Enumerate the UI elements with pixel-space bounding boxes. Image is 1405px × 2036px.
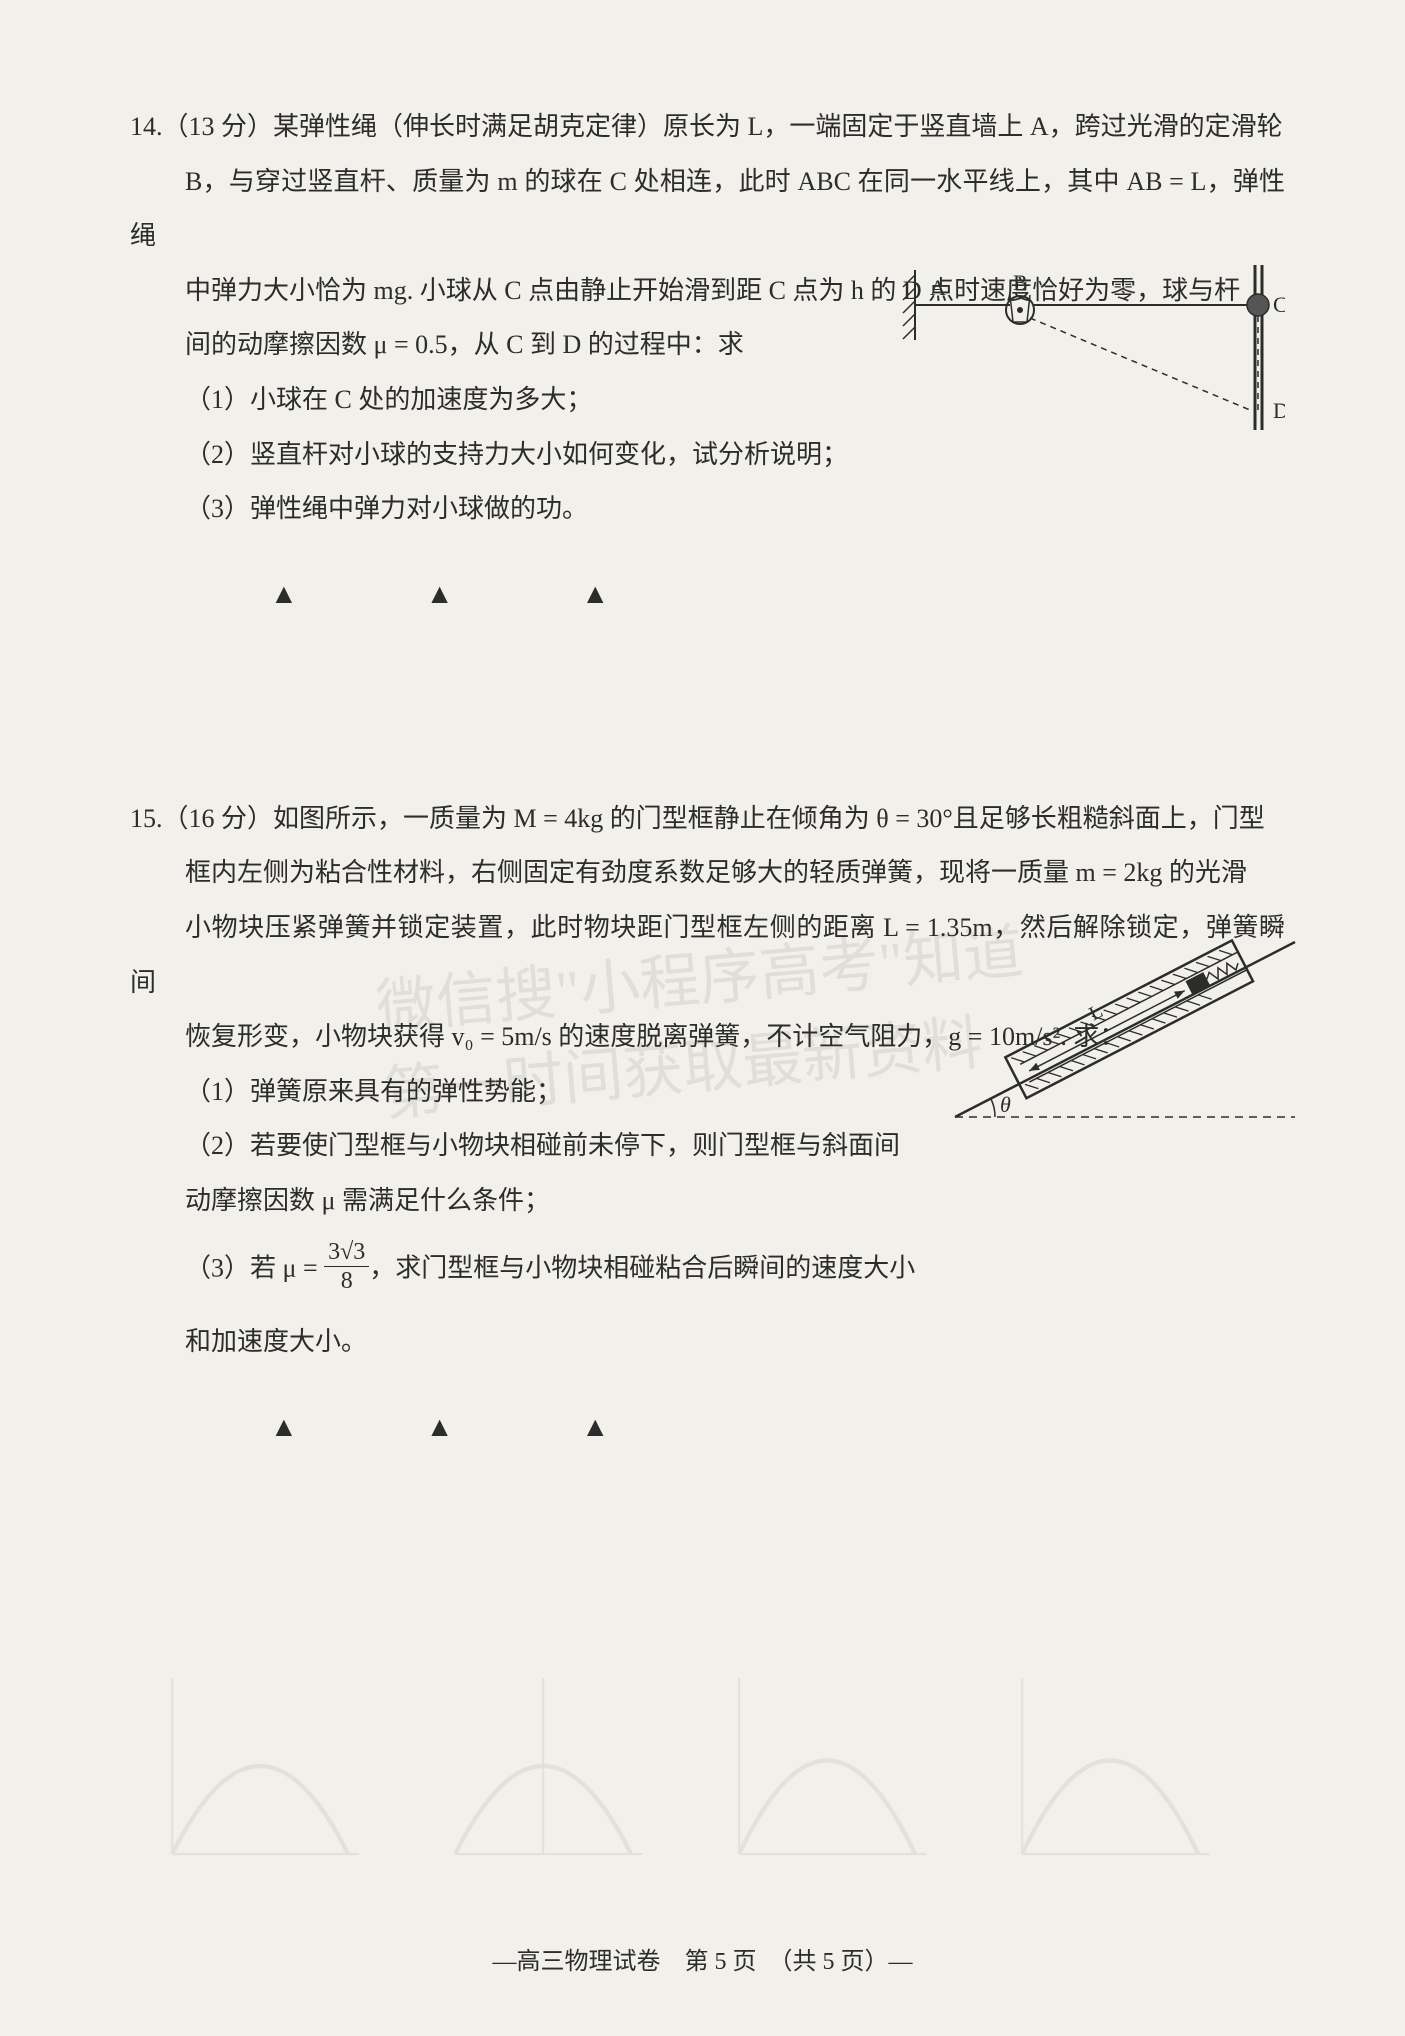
fraction-mu: 3√38 — [324, 1238, 369, 1297]
problem-14: 14.（13 分）某弹性绳（伸长时满足胡克定律）原长为 L，一端固定于竖直墙上 … — [130, 100, 1285, 612]
svg-text:θ: θ — [1000, 1092, 1011, 1117]
ghost-curve-2 — [415, 1656, 671, 1876]
svg-text:C: C — [1273, 292, 1285, 317]
problem-15-line-0: 15.（16 分）如图所示，一质量为 M = 4kg 的门型框静止在倾角为 θ … — [130, 804, 1265, 833]
problem-15: 15.（16 分）如图所示，一质量为 M = 4kg 的门型框静止在倾角为 θ … — [130, 792, 1285, 1445]
problem-15-line-1: 框内左侧为粘合性材料，右侧固定有劲度系数足够大的轻质弹簧，现将一质量 m = 2… — [130, 858, 1247, 887]
svg-text:D: D — [1273, 398, 1285, 423]
problem-15-sub-3-suffix: ，求门型框与小物块相碰粘合后瞬间的速度大小 — [369, 1253, 915, 1282]
fraction-num: 3√3 — [324, 1238, 369, 1268]
problem-15-sub-3: （3）若 μ = 3√38，求门型框与小物块相碰粘合后瞬间的速度大小 — [130, 1241, 1285, 1300]
problem-14-triangles: ▲ ▲ ▲ — [130, 572, 1285, 612]
problem-14-sub-3: （3）弹性绳中弹力对小球做的功。 — [130, 482, 1285, 537]
problem-14-line-1: B，与穿过竖直杆、质量为 m 的球在 C 处相连，此时 ABC 在同一水平线上，… — [130, 167, 1285, 251]
diagram-15: θ — [915, 922, 1305, 1132]
ghost-bleedthrough — [120, 1656, 1285, 1876]
problem-15-sub-3-line2: 和加速度大小。 — [130, 1315, 1285, 1370]
problem-14-line-3: 间的动摩擦因数 μ = 0.5，从 C 到 D 的过程中：求 — [130, 330, 744, 359]
problem-14-line-0: 14.（13 分）某弹性绳（伸长时满足胡克定律）原长为 L，一端固定于竖直墙上 … — [130, 112, 1283, 141]
svg-text:B: B — [1013, 270, 1028, 295]
page-footer: —高三物理试卷 第 5 页 （共 5 页）— — [0, 1941, 1405, 1976]
svg-text:A: A — [930, 275, 946, 300]
fraction-den: 8 — [324, 1267, 369, 1296]
problem-14-sub-2: （2）竖直杆对小球的支持力大小如何变化，试分析说明； — [130, 428, 1285, 483]
problem-15-triangles: ▲ ▲ ▲ — [130, 1405, 1285, 1445]
problem-15-sub-3-prefix: （3）若 μ = — [185, 1253, 324, 1282]
ghost-curve-1 — [132, 1656, 388, 1876]
ghost-curve-4 — [982, 1656, 1238, 1876]
ghost-curve-3 — [699, 1656, 955, 1876]
diagram-14: A B C D — [895, 260, 1285, 430]
problem-15-sub-2b: 动摩擦因数 μ 需满足什么条件； — [130, 1174, 1285, 1229]
